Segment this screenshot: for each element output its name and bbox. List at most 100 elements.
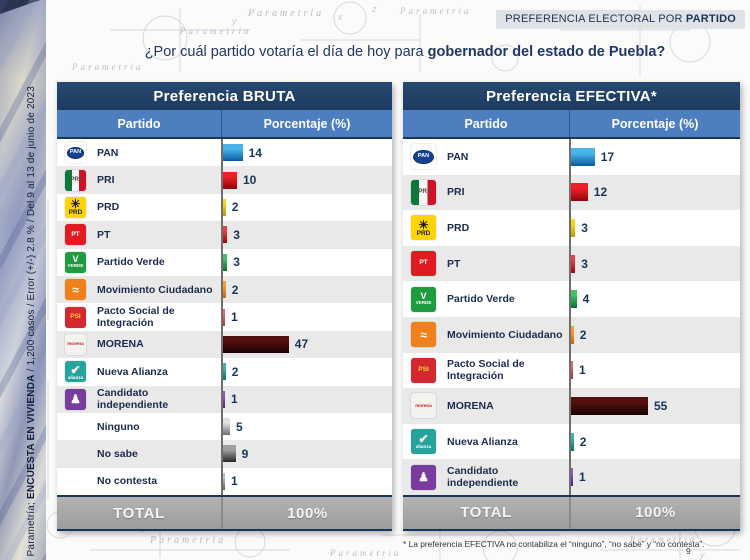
- percentage-value: 3: [233, 227, 240, 242]
- percentage-cell: 9: [221, 440, 392, 468]
- table-row: V VERDE Partido Verde 4: [403, 281, 740, 317]
- table-row: V VERDE Partido Verde 3: [57, 248, 392, 276]
- column-header-partido: Partido: [117, 116, 161, 131]
- percentage-value: 1: [579, 363, 586, 378]
- table-title: Preferencia BRUTA: [57, 82, 392, 110]
- party-logo-icon: PRI: [411, 179, 436, 205]
- table-row: ✔ alianza Nueva Alianza 2: [403, 423, 740, 460]
- percentage-bar: [223, 198, 226, 216]
- party-logo-icon: ☀ PRD: [411, 215, 436, 241]
- percentage-bar: [571, 361, 573, 380]
- percentage-cell: 3: [569, 210, 740, 246]
- table-row: PT PT 3: [57, 221, 392, 249]
- top-banner: PREFERENCIA ELECTORAL POR PARTIDO: [496, 10, 745, 29]
- percentage-cell: 2: [569, 316, 740, 353]
- parametria-watermark: Parametria: [150, 535, 227, 546]
- party-name-label: No sabe: [97, 447, 138, 460]
- percentage-cell: 2: [221, 193, 392, 222]
- table-row: ✔ alianza Nueva Alianza 2: [57, 358, 392, 386]
- parametria-watermark: Parametria: [180, 26, 252, 36]
- table-rows: PAN PAN 17 PRI PRI 12 ☀ PRD PRD: [403, 139, 740, 495]
- party-name-label: PRD: [447, 221, 470, 234]
- party-cell: ♟ Candidato independiente: [57, 386, 221, 413]
- percentage-cell: 55: [569, 388, 740, 424]
- party-cell: ✔ alianza Nueva Alianza: [403, 424, 569, 460]
- total-label: TOTAL: [460, 504, 512, 522]
- percentage-value: 2: [579, 327, 587, 342]
- party-logo-icon: morena: [65, 333, 86, 355]
- party-cell: PRI PRI: [57, 166, 221, 193]
- percentage-value: 2: [579, 434, 587, 449]
- total-value: 100%: [569, 496, 740, 529]
- percentage-bar: [571, 396, 648, 415]
- party-cell: ≈ Movimiento Ciudadano: [57, 276, 221, 303]
- party-cell: V VERDE Partido Verde: [57, 249, 221, 276]
- party-logo-icon: PSI: [65, 306, 86, 328]
- party-cell: morena MORENA: [403, 388, 569, 424]
- sketch-letter: z: [372, 4, 377, 14]
- party-logo-icon: ≈: [411, 322, 436, 348]
- sketch-letter: y: [232, 16, 237, 26]
- percentage-bar: [571, 468, 573, 487]
- table-row: PT PT 3: [403, 245, 740, 282]
- party-logo-icon: [65, 471, 86, 492]
- percentage-bar: [223, 171, 237, 189]
- party-logo-icon: PT: [65, 224, 86, 246]
- party-cell: V VERDE Partido Verde: [403, 281, 569, 317]
- table-row: PSI Pacto Social de Integración 1: [57, 303, 392, 331]
- total-value: 100%: [221, 497, 392, 530]
- table-row: No contesta 1: [57, 467, 392, 496]
- sketch-letter: y: [700, 550, 705, 560]
- table-row: Ninguno 5: [57, 412, 392, 441]
- percentage-value: 1: [231, 474, 238, 489]
- table-row: ☀ PRD PRD 2: [57, 193, 392, 222]
- parametria-watermark: Parametria: [630, 535, 697, 544]
- percentage-value: 2: [231, 282, 239, 297]
- party-name-label: Movimiento Ciudadano: [447, 328, 563, 341]
- percentage-value: 14: [248, 145, 262, 160]
- percentage-value: 10: [243, 173, 257, 188]
- party-name-label: Partido Verde: [97, 256, 165, 269]
- table-row: ☀ PRD PRD 3: [403, 210, 740, 246]
- party-cell: PRI PRI: [403, 175, 569, 211]
- party-name-label: MORENA: [447, 399, 494, 412]
- table-title: Preferencia EFECTIVA*: [403, 82, 740, 110]
- party-name-label: PT: [447, 257, 461, 270]
- party-name-label: Movimiento Ciudadano: [97, 283, 213, 296]
- party-cell: Ninguno: [57, 413, 221, 440]
- party-logo-icon: PT: [411, 251, 436, 277]
- percentage-cell: 10: [221, 166, 392, 194]
- table-row: PRI PRI 12: [403, 174, 740, 211]
- survey-info-vertical-text: Parametría; ENCUESTA EN VIVIENDA / 1,200…: [26, 86, 37, 556]
- party-cell: PAN PAN: [57, 139, 221, 166]
- parametria-watermark: Parametria: [248, 8, 325, 19]
- percentage-value: 2: [231, 364, 239, 379]
- table-row: morena MORENA 55: [403, 388, 740, 424]
- table-row: PAN PAN 17: [403, 139, 740, 175]
- percentage-bar: [223, 226, 228, 244]
- table-row: No sabe 9: [57, 440, 392, 468]
- question-text: ¿Por cuál partido votaría el día de hoy …: [144, 44, 428, 60]
- footnote: * La preferencia EFECTIVA no contabiliza…: [403, 539, 705, 549]
- percentage-cell: 17: [569, 139, 740, 175]
- party-logo-icon: ♟: [411, 464, 436, 490]
- party-logo-icon: PSI: [411, 357, 436, 383]
- table-row: PSI Pacto Social de Integración 1: [403, 352, 740, 389]
- party-cell: ☀ PRD PRD: [403, 210, 569, 246]
- percentage-cell: 1: [569, 352, 740, 389]
- percentage-cell: 1: [221, 303, 392, 331]
- party-logo-icon: ✔ alianza: [411, 429, 436, 455]
- party-cell: morena MORENA: [57, 331, 221, 358]
- table-row: ≈ Movimiento Ciudadano 2: [57, 275, 392, 304]
- party-logo-icon: ✔ alianza: [65, 361, 86, 383]
- percentage-bar: [223, 472, 225, 490]
- percentage-value: 55: [654, 398, 668, 413]
- party-name-label: PT: [97, 228, 111, 241]
- percentage-value: 17: [600, 149, 615, 164]
- table-column-headers: Partido Porcentaje (%): [57, 110, 392, 139]
- party-logo-icon: ☀ PRD: [65, 196, 86, 218]
- percentage-value: 3: [233, 255, 240, 270]
- column-header-porcentaje: Porcentaje (%): [569, 110, 740, 137]
- table-preferencia-efectiva: Preferencia EFECTIVA* Partido Porcentaje…: [403, 82, 740, 531]
- percentage-bar: [571, 147, 595, 166]
